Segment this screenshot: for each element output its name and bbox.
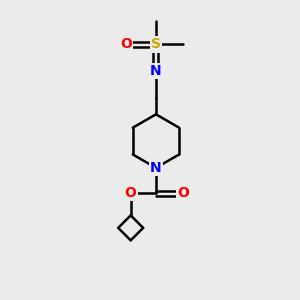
Text: O: O [125, 186, 136, 200]
Text: O: O [177, 186, 189, 200]
Text: O: O [120, 38, 132, 52]
Text: N: N [150, 64, 162, 78]
Text: S: S [151, 38, 161, 52]
Text: N: N [150, 161, 162, 175]
